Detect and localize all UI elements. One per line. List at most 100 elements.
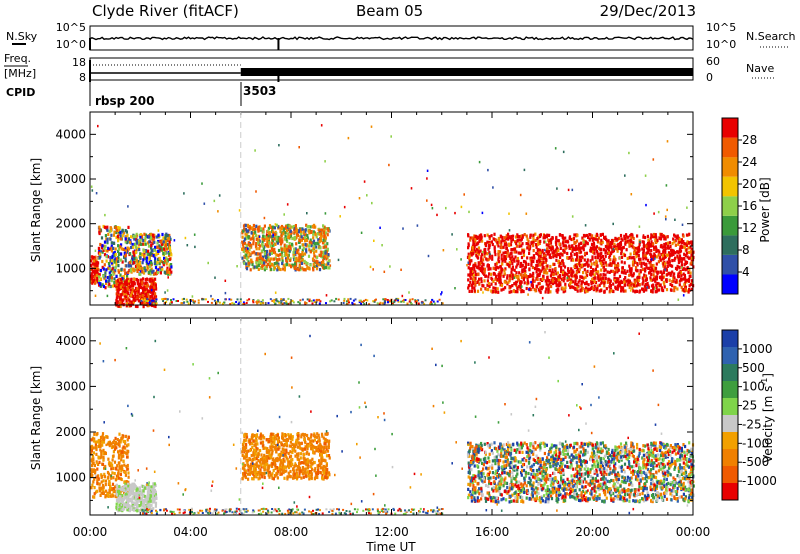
range-gate-cell <box>503 258 506 262</box>
range-gate-cell <box>531 284 534 288</box>
range-gate-cell <box>620 255 624 259</box>
range-gate-cell <box>563 271 567 275</box>
range-gate-cell <box>290 265 293 269</box>
range-gate-cell <box>283 302 286 305</box>
range-gate-cell <box>314 245 318 249</box>
range-gate-cell <box>653 254 656 258</box>
range-gate-cell <box>531 265 534 270</box>
range-gate-cell <box>651 244 655 248</box>
range-gate-cell <box>123 297 126 301</box>
range-gate-cell <box>243 261 246 265</box>
range-gate-cell <box>673 276 676 280</box>
range-gate-cell <box>430 203 433 207</box>
range-gate-cell <box>127 237 130 241</box>
range-gate-cell <box>133 502 137 506</box>
range-gate-cell <box>619 233 623 238</box>
range-gate-cell <box>680 238 683 242</box>
range-gate-cell <box>581 288 584 292</box>
range-gate-cell <box>661 288 664 292</box>
range-gate-cell <box>130 235 133 239</box>
range-gate-cell <box>119 245 122 249</box>
range-gate-cell <box>305 223 308 227</box>
range-gate-cell <box>126 463 129 468</box>
range-gate-cell <box>663 254 666 258</box>
range-gate-cell <box>305 243 308 247</box>
range-gate-cell <box>397 297 400 300</box>
range-gate-cell <box>531 259 534 263</box>
range-gate-cell <box>325 227 328 231</box>
range-gate-cell <box>319 239 322 243</box>
range-gate-cell <box>120 458 123 462</box>
range-gate-cell <box>501 262 504 266</box>
range-gate-cell <box>642 243 645 247</box>
range-gate-cell <box>242 301 245 304</box>
range-gate-cell <box>531 282 534 286</box>
nsky-panel-frame <box>89 25 694 51</box>
range-gate-cell <box>241 256 244 260</box>
range-gate-cell <box>616 237 619 241</box>
range-gate-cell <box>294 247 297 251</box>
range-gate-cell <box>579 255 582 259</box>
range-gate-cell <box>117 450 120 454</box>
range-gate-cell <box>646 251 649 255</box>
range-gate-cell <box>517 261 520 265</box>
range-gate-cell <box>121 435 124 440</box>
range-gate-cell <box>617 246 621 251</box>
range-gate-cell <box>134 264 138 268</box>
range-gate-cell <box>645 203 647 207</box>
range-gate-cell <box>569 285 572 289</box>
range-gate-cell <box>146 264 149 268</box>
range-gate-cell <box>262 227 265 231</box>
range-gate-cell <box>110 233 113 237</box>
range-gate-cell <box>548 278 551 283</box>
range-gate-cell <box>497 256 500 260</box>
range-gate-cell <box>127 493 130 497</box>
range-gate-cell <box>156 245 159 249</box>
range-gate-cell <box>144 281 147 285</box>
range-gate-cell <box>410 187 413 190</box>
range-gate-cell <box>687 290 690 294</box>
range-gate-cell <box>143 232 146 236</box>
range-gate-cell <box>599 273 602 277</box>
range-gate-cell <box>348 301 350 304</box>
range-gate-cell <box>589 272 592 276</box>
range-gate-cell <box>325 253 328 257</box>
range-gate-cell <box>501 238 504 242</box>
range-gate-cell <box>592 241 595 245</box>
range-gate-cell <box>167 276 169 279</box>
range-gate-cell <box>271 225 275 229</box>
range-gate-cell <box>655 283 658 287</box>
range-gate-cell <box>128 268 131 273</box>
range-gate-cell <box>516 234 519 238</box>
range-gate-cell <box>304 233 307 237</box>
range-gate-cell <box>152 297 155 301</box>
range-gate-cell <box>570 267 573 271</box>
range-gate-cell <box>138 261 141 266</box>
range-gate-cell <box>142 270 145 274</box>
range-gate-cell <box>288 224 291 228</box>
range-gate-cell <box>154 497 157 501</box>
range-gate-cell <box>291 242 294 246</box>
range-gate-cell <box>329 300 332 303</box>
range-gate-cell <box>480 233 483 237</box>
range-gate-cell <box>496 240 499 245</box>
range-gate-cell <box>108 479 111 484</box>
range-gate-cell <box>149 489 152 493</box>
range-gate-cell <box>665 273 668 277</box>
range-gate-cell <box>152 482 155 486</box>
range-gate-cell <box>133 496 136 500</box>
range-gate-cell <box>681 266 683 269</box>
range-gate-cell <box>555 242 558 247</box>
range-gate-cell <box>124 489 128 493</box>
range-gate-cell <box>164 291 166 294</box>
range-gate-cell <box>280 301 283 304</box>
range-gate-cell <box>168 240 171 244</box>
range-gate-cell <box>607 239 610 243</box>
range-gate-cell <box>417 299 420 302</box>
range-gate-cell <box>482 263 485 267</box>
range-gate-cell <box>623 253 627 257</box>
range-gate-cell <box>241 235 244 239</box>
range-gate-cell <box>548 253 552 257</box>
range-gate-cell <box>638 248 641 252</box>
range-gate-cell <box>666 140 669 143</box>
